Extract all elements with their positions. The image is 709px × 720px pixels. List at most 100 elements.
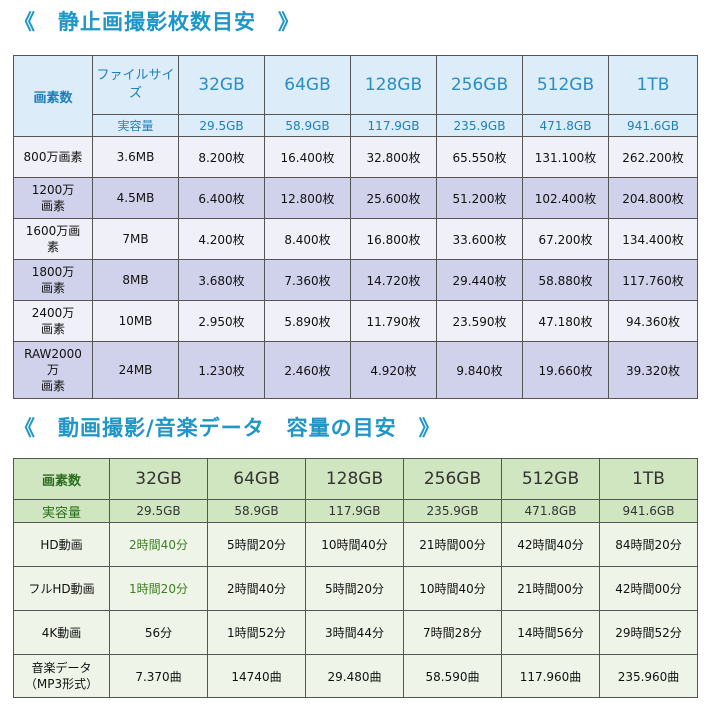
table-row: 1600万画素 7MB 4.200枚 8.400枚 16.800枚 33.600枚 67.2… [13, 218, 698, 260]
capacity-header: 32GB [109, 458, 208, 500]
duration-value: 5時間20分 [207, 522, 306, 567]
photo-count-value: 4.920枚 [350, 341, 437, 399]
file-size-value: 7MB [92, 218, 179, 260]
duration-value: 2時間40分 [109, 522, 208, 567]
photo-count-value: 11.790枚 [350, 300, 437, 342]
actual-capacity-value: 941.6GB [608, 114, 698, 137]
still-image-section-title: 《 静止画撮影枚数目安 》 [14, 10, 300, 34]
photo-count-value: 204.800枚 [608, 177, 698, 219]
duration-value: 42時間00分 [599, 566, 698, 611]
actual-capacity-value: 29.5GB [178, 114, 265, 137]
actual-capacity-row: 実容量 29.5GB 58.9GB 117.9GB 235.9GB 471.8G… [14, 114, 698, 137]
photo-count-value: 65.550枚 [436, 136, 523, 178]
still-image-rows: 800万画素 3.6MB 8.200枚 16.400枚 32.800枚 65.550枚 13… [13, 136, 698, 399]
file-size-value: 3.6MB [92, 136, 179, 178]
photo-count-value: 3.680枚 [178, 259, 265, 301]
duration-value: 2時間40分 [207, 566, 306, 611]
photo-count-value: 25.600枚 [350, 177, 437, 219]
photo-count-value: 67.200枚 [522, 218, 609, 260]
pixel-count-header: 画素数 [13, 458, 110, 500]
table-row: 2400万 画素 10MB 2.950枚 5.890枚 11.790枚 23.590枚 47.… [13, 300, 698, 342]
duration-value: 117.960曲 [501, 654, 600, 698]
duration-value: 29.480曲 [305, 654, 404, 698]
photo-count-value: 8.400枚 [264, 218, 351, 260]
duration-value: 29時間52分 [599, 610, 698, 655]
pixel-count-label: 1800万 画素 [13, 259, 93, 301]
duration-value: 14時間56分 [501, 610, 600, 655]
pixel-count-label: 800万画素 [13, 136, 93, 178]
duration-value: 58.590曲 [403, 654, 502, 698]
video-music-capacity-table: 画素数 32GB 64GB 128GB 256GB 512GB 1TB 実容量 … [13, 458, 698, 698]
duration-value: 7時間28分 [403, 610, 502, 655]
photo-count-value: 39.320枚 [608, 341, 698, 399]
photo-count-value: 33.600枚 [436, 218, 523, 260]
photo-count-value: 6.400枚 [178, 177, 265, 219]
photo-count-value: 2.460枚 [264, 341, 351, 399]
table-row: 1800万 画素 8MB 3.680枚 7.360枚 14.720枚 29.440枚 58.8… [13, 259, 698, 301]
photo-count-value: 16.400枚 [264, 136, 351, 178]
photo-count-value: 2.950枚 [178, 300, 265, 342]
pixel-count-label: 1600万画素 [13, 218, 93, 260]
duration-value: 56分 [109, 610, 208, 655]
duration-value: 21時間00分 [501, 566, 600, 611]
pixel-count-label: RAW2000 万画素 [13, 341, 93, 399]
capacity-header: 1TB [599, 458, 698, 500]
photo-count-value: 23.590枚 [436, 300, 523, 342]
duration-value: 42時間40分 [501, 522, 600, 567]
file-size-value: 4.5MB [92, 177, 179, 219]
table-row: RAW2000 万画素 24MB 1.230枚 2.460枚 4.920枚 9.840枚 19… [13, 341, 698, 399]
table-row: HD動画 2時間40分 5時間20分 10時間40分 21時間00分 42時間40分 84時… [13, 522, 698, 567]
media-type-label: HD動画 [13, 522, 110, 567]
file-size-header: ファイルサイズ [92, 55, 179, 115]
capacity-header: 64GB [207, 458, 306, 500]
photo-count-value: 102.400枚 [522, 177, 609, 219]
media-type-label: 4K動画 [13, 610, 110, 655]
file-size-value: 10MB [92, 300, 179, 342]
photo-count-value: 7.360枚 [264, 259, 351, 301]
actual-capacity-value: 471.8GB [501, 499, 600, 523]
capacity-header: 512GB [522, 55, 609, 115]
capacity-header: 64GB [264, 55, 351, 115]
photo-count-value: 4.200枚 [178, 218, 265, 260]
photo-count-value: 51.200枚 [436, 177, 523, 219]
actual-capacity-value: 235.9GB [436, 114, 523, 137]
capacity-header: 256GB [403, 458, 502, 500]
photo-count-value: 12.800枚 [264, 177, 351, 219]
photo-count-value: 262.200枚 [608, 136, 698, 178]
duration-value: 235.960曲 [599, 654, 698, 698]
actual-capacity-label: 実容量 [13, 499, 110, 523]
actual-capacity-value: 58.9GB [207, 499, 306, 523]
photo-count-value: 32.800枚 [350, 136, 437, 178]
duration-value: 10時間40分 [403, 566, 502, 611]
photo-count-value: 14.720枚 [350, 259, 437, 301]
duration-value: 7.370曲 [109, 654, 208, 698]
video-music-rows: HD動画 2時間40分 5時間20分 10時間40分 21時間00分 42時間40分 84時… [13, 522, 698, 698]
photo-count-value: 8.200枚 [178, 136, 265, 178]
duration-value: 14740曲 [207, 654, 306, 698]
capacity-header-row: 画素数 ファイルサイズ 32GB 64GB 128GB 256GB 512GB … [13, 55, 698, 137]
actual-capacity-value: 471.8GB [522, 114, 609, 137]
capacity-header: 256GB [436, 55, 523, 115]
photo-count-value: 117.760枚 [608, 259, 698, 301]
table-row: 1200万 画素 4.5MB 6.400枚 12.800枚 25.600枚 51.200枚 1… [13, 177, 698, 219]
table-row: 800万画素 3.6MB 8.200枚 16.400枚 32.800枚 65.550枚 13… [13, 136, 698, 178]
photo-count-value: 94.360枚 [608, 300, 698, 342]
photo-count-value: 5.890枚 [264, 300, 351, 342]
duration-value: 5時間20分 [305, 566, 404, 611]
actual-capacity-value: 941.6GB [599, 499, 698, 523]
actual-capacity-value: 117.9GB [350, 114, 437, 137]
duration-value: 84時間20分 [599, 522, 698, 567]
capacity-header-row: 画素数 32GB 64GB 128GB 256GB 512GB 1TB [13, 458, 698, 500]
actual-capacity-label: 実容量 [92, 114, 179, 137]
still-image-count-table: 画素数 ファイルサイズ 32GB 64GB 128GB 256GB 512GB … [13, 55, 698, 399]
video-music-section-title: 《 動画撮影/音楽データ 容量の目安 》 [14, 416, 441, 440]
photo-count-value: 19.660枚 [522, 341, 609, 399]
duration-value: 3時間44分 [305, 610, 404, 655]
media-type-label: 音楽データ （MP3形式） [13, 654, 110, 698]
duration-value: 21時間00分 [403, 522, 502, 567]
actual-capacity-row: 実容量 29.5GB 58.9GB 117.9GB 235.9GB 471.8G… [13, 499, 698, 523]
pixel-count-label: 1200万 画素 [13, 177, 93, 219]
duration-value: 1時間20分 [109, 566, 208, 611]
photo-count-value: 134.400枚 [608, 218, 698, 260]
table-row: 音楽データ （MP3形式） 7.370曲 14740曲 29.480曲 58.590曲 11… [13, 654, 698, 698]
